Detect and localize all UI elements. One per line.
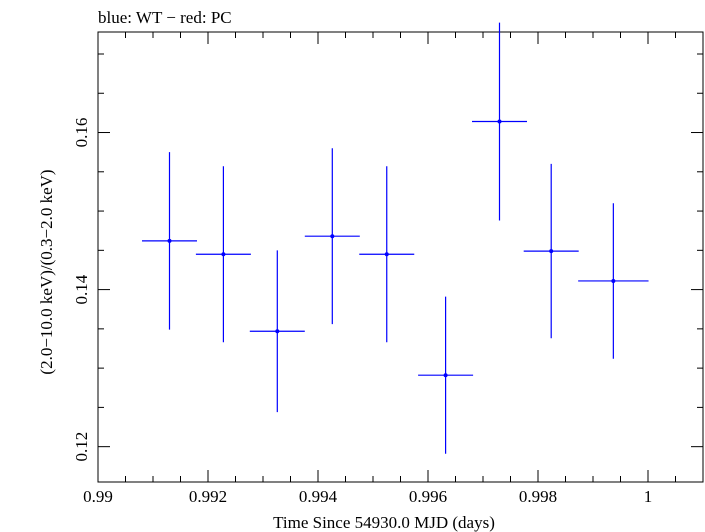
data-point <box>304 148 360 325</box>
data-point <box>472 22 527 221</box>
point-marker <box>497 119 502 124</box>
y-tick-label: 0.12 <box>72 432 91 462</box>
y-axis: 0.12 0.14 0.16 <box>72 53 703 462</box>
data-point <box>142 152 197 330</box>
y-axis-label: (2.0−10.0 keV)/(0.3−2.0 keV) <box>37 169 56 374</box>
data-point <box>578 203 649 359</box>
plot-border <box>97 31 704 483</box>
y-tick-label: 0.14 <box>72 274 91 304</box>
data-point <box>359 166 415 343</box>
chart-title: blue: WT − red: PC <box>98 8 232 27</box>
point-marker <box>221 252 226 257</box>
x-tick-label: 0.998 <box>519 487 557 506</box>
x-axis-label: Time Since 54930.0 MJD (days) <box>273 513 495 532</box>
x-tick-label: 0.99 <box>83 487 113 506</box>
x-tick-label: 1 <box>644 487 653 506</box>
point-marker <box>275 329 280 334</box>
data-series <box>142 22 649 454</box>
x-axis: 0.99 0.992 0.994 0.996 0.998 1 <box>83 32 704 506</box>
x-tick-label: 0.992 <box>189 487 227 506</box>
data-point <box>249 250 305 413</box>
point-marker <box>443 373 448 378</box>
data-point <box>523 163 579 339</box>
point-marker <box>167 238 172 243</box>
point-marker <box>549 249 554 254</box>
plot-frame <box>97 31 704 483</box>
x-tick-label: 0.994 <box>299 487 338 506</box>
point-marker <box>330 234 335 239</box>
y-tick-label: 0.16 <box>72 118 91 148</box>
data-point <box>418 296 474 454</box>
point-marker <box>384 252 389 257</box>
data-point <box>195 166 251 343</box>
point-marker <box>611 278 616 283</box>
x-tick-label: 0.996 <box>409 487 447 506</box>
